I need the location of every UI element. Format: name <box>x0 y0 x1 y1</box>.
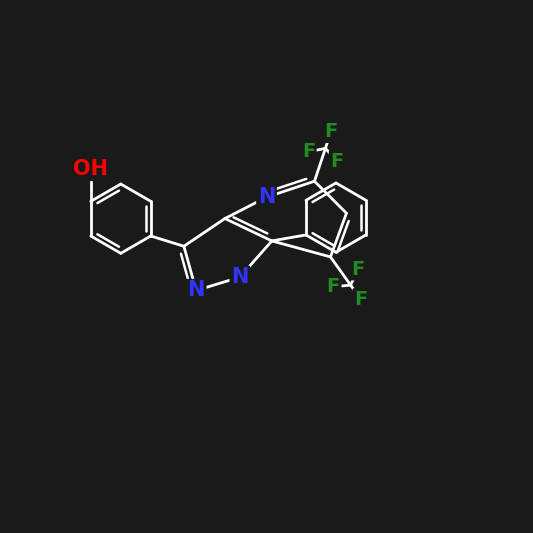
Text: F: F <box>327 277 340 296</box>
Text: F: F <box>351 260 365 279</box>
Text: F: F <box>324 123 337 141</box>
Text: N: N <box>258 187 275 207</box>
Text: F: F <box>354 290 367 309</box>
Text: F: F <box>330 152 344 171</box>
Text: N: N <box>188 280 205 301</box>
Text: N: N <box>231 267 248 287</box>
Text: F: F <box>302 142 315 161</box>
Text: OH: OH <box>73 159 108 180</box>
